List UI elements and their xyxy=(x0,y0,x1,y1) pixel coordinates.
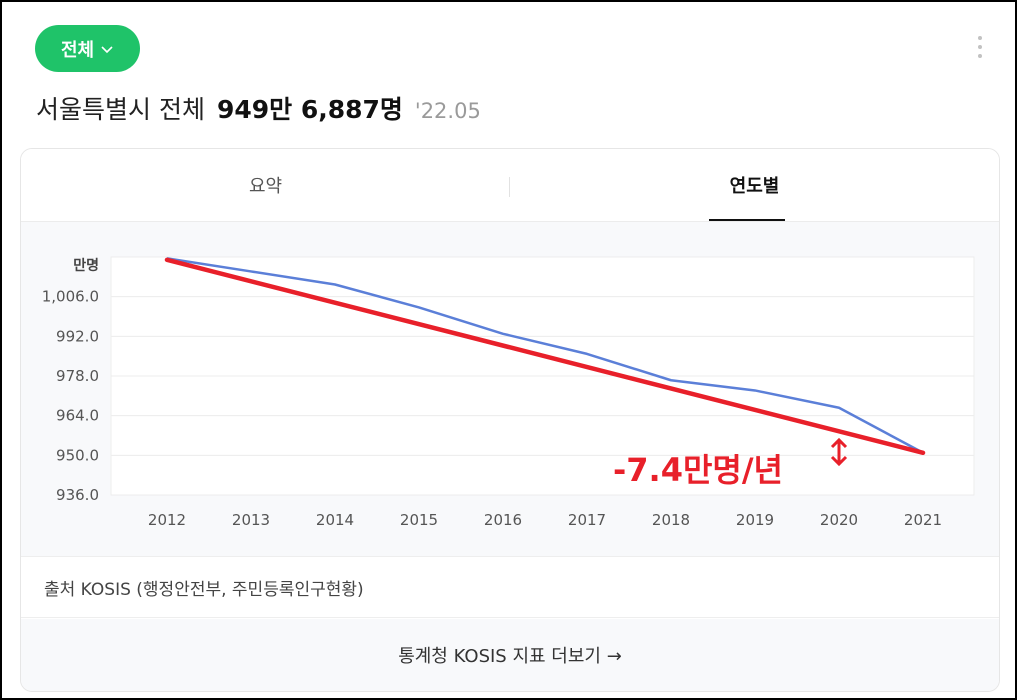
x-tick-label: 2014 xyxy=(316,511,354,529)
y-tick-label: 978.0 xyxy=(56,367,99,385)
x-tick-label: 2021 xyxy=(904,511,942,529)
series-line xyxy=(166,257,924,454)
tab-divider xyxy=(509,177,510,197)
reference-date: '22.05 xyxy=(414,99,481,123)
x-tick-label: 2016 xyxy=(484,511,522,529)
region-label: 서울특별시 전체 xyxy=(36,95,205,124)
x-tick-label: 2013 xyxy=(232,511,270,529)
trend-arrow-down-icon xyxy=(830,455,848,467)
scope-label: 전체 xyxy=(60,39,95,61)
trend-annotation: -7.4만명/년 xyxy=(613,451,783,489)
y-tick-label: 950.0 xyxy=(56,446,99,464)
population-headline: 서울특별시 전체 949만 6,887명 '22.05 xyxy=(36,90,481,130)
trend-arrow-up-icon xyxy=(830,437,848,449)
x-tick-label: 2018 xyxy=(652,511,690,529)
tab-yearly[interactable]: 연도별 xyxy=(510,149,999,221)
y-axis-label: 만명 xyxy=(73,257,99,274)
more-options-icon[interactable] xyxy=(968,32,992,62)
y-tick-label: 992.0 xyxy=(56,327,99,345)
population-value: 949만 6,887명 xyxy=(216,95,403,124)
scope-dropdown-button[interactable]: 전체 xyxy=(35,25,140,72)
x-tick-label: 2012 xyxy=(148,511,186,529)
y-tick-label: 1,006.0 xyxy=(42,288,99,306)
x-tick-label: 2015 xyxy=(400,511,438,529)
stats-card: 요약 연도별 936.0 950.0 964.0 978.0 992.0 1,006.0 만… xyxy=(20,148,1000,692)
x-tick-label: 2020 xyxy=(820,511,858,529)
trend-line xyxy=(164,257,926,456)
y-tick-label: 936.0 xyxy=(56,486,99,504)
chevron-down-icon xyxy=(101,45,113,53)
y-tick-label: 964.0 xyxy=(56,407,99,425)
kosis-more-link[interactable]: 통계청 KOSIS 지표 더보기 → xyxy=(21,619,999,691)
chart-svg: 936.0 950.0 964.0 978.0 992.0 1,006.0 만명 2012 20… xyxy=(42,256,975,529)
tab-summary[interactable]: 요약 xyxy=(248,176,283,197)
tab-bar: 요약 연도별 xyxy=(21,149,999,222)
x-tick-label: 2017 xyxy=(568,511,606,529)
source-text: 출처 KOSIS (행정안전부, 주민등록인구현황) xyxy=(21,556,999,618)
population-chart: 936.0 950.0 964.0 978.0 992.0 1,006.0 만명 2012 20… xyxy=(21,222,999,556)
x-tick-label: 2019 xyxy=(736,511,774,529)
